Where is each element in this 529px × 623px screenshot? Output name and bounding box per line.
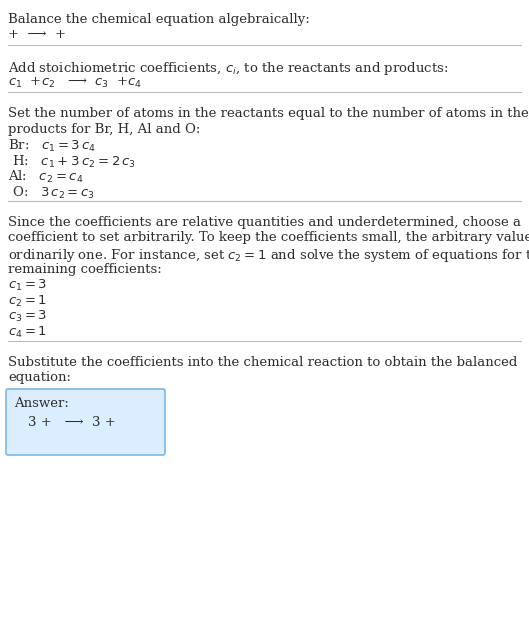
Text: Balance the chemical equation algebraically:: Balance the chemical equation algebraica… bbox=[8, 13, 310, 26]
Text: $c_3 = 3$: $c_3 = 3$ bbox=[8, 309, 47, 324]
Text: Set the number of atoms in the reactants equal to the number of atoms in the: Set the number of atoms in the reactants… bbox=[8, 107, 529, 120]
Text: +  ⟶  +: + ⟶ + bbox=[8, 29, 66, 42]
Text: products for Br, H, Al and O:: products for Br, H, Al and O: bbox=[8, 123, 200, 135]
Text: 3 +   ⟶  3 +: 3 + ⟶ 3 + bbox=[28, 417, 116, 429]
Text: coefficient to set arbitrarily. To keep the coefficients small, the arbitrary va: coefficient to set arbitrarily. To keep … bbox=[8, 232, 529, 244]
Text: Since the coefficients are relative quantities and underdetermined, choose a: Since the coefficients are relative quan… bbox=[8, 216, 521, 229]
Text: Br:   $c_1 = 3\,c_4$: Br: $c_1 = 3\,c_4$ bbox=[8, 138, 96, 154]
Text: H:   $c_1 + 3\,c_2 = 2\,c_3$: H: $c_1 + 3\,c_2 = 2\,c_3$ bbox=[8, 153, 136, 169]
Text: ordinarily one. For instance, set $c_2 = 1$ and solve the system of equations fo: ordinarily one. For instance, set $c_2 =… bbox=[8, 247, 529, 264]
Text: $c_2 = 1$: $c_2 = 1$ bbox=[8, 293, 47, 308]
Text: $c_1 = 3$: $c_1 = 3$ bbox=[8, 278, 47, 293]
Text: equation:: equation: bbox=[8, 371, 71, 384]
FancyBboxPatch shape bbox=[6, 389, 165, 455]
Text: remaining coefficients:: remaining coefficients: bbox=[8, 262, 162, 275]
Text: $c_4 = 1$: $c_4 = 1$ bbox=[8, 325, 47, 340]
Text: Al:   $c_2 = c_4$: Al: $c_2 = c_4$ bbox=[8, 169, 84, 185]
Text: Answer:: Answer: bbox=[14, 397, 69, 410]
Text: $c_1$  +$c_2$   ⟶  $c_3$  +$c_4$: $c_1$ +$c_2$ ⟶ $c_3$ +$c_4$ bbox=[8, 75, 142, 90]
Text: Substitute the coefficients into the chemical reaction to obtain the balanced: Substitute the coefficients into the che… bbox=[8, 356, 517, 369]
Text: O:   $3\,c_2 = c_3$: O: $3\,c_2 = c_3$ bbox=[8, 184, 95, 201]
Text: Add stoichiometric coefficients, $c_i$, to the reactants and products:: Add stoichiometric coefficients, $c_i$, … bbox=[8, 60, 449, 77]
